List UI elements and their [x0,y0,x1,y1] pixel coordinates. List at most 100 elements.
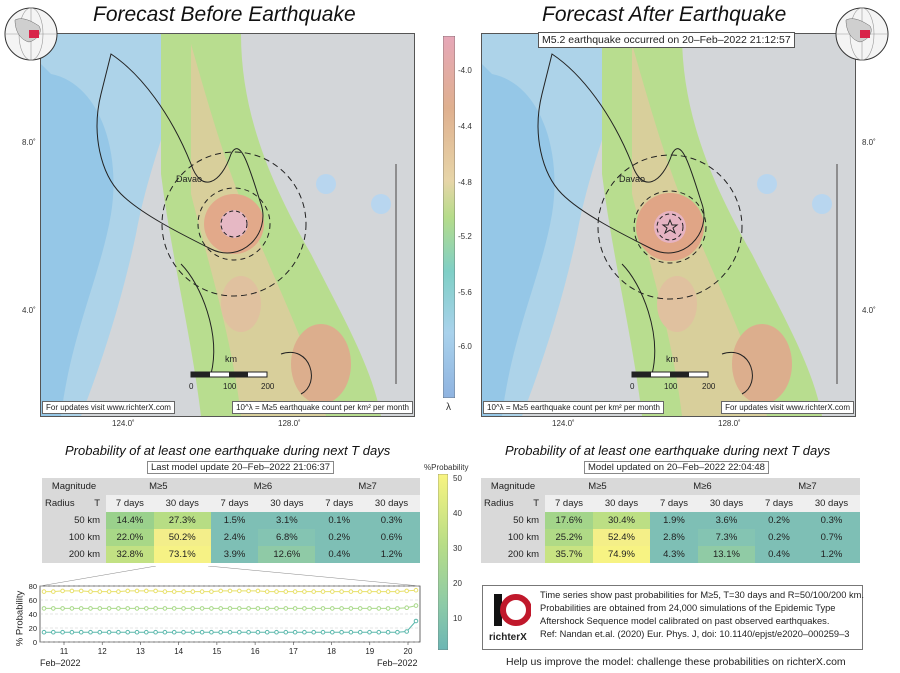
left-city-label: Davao [176,174,203,184]
series-point [311,606,317,611]
series-point [283,629,289,635]
prob-cell: 7.3% [697,529,755,546]
right-forecast-map[interactable]: Davao km 0 100 200 10^λ = M≥5 earthquake… [481,33,856,417]
left-table-title: Probability of at least one earthquake d… [65,443,391,458]
prob-cell: 0.6% [363,529,420,546]
series-point [134,588,140,594]
series-point [199,606,205,611]
radius-cell: 100 km [42,529,106,546]
prob-cell: 1.5% [210,512,259,529]
prob-cell: 25.2% [545,529,593,546]
series-point [190,606,196,611]
series-point [116,629,121,635]
prob-cell: 6.8% [258,529,316,546]
series-point [330,606,335,611]
period-cell: 7 days [754,495,803,512]
series-point [51,629,56,635]
series-point [339,629,344,635]
prob-cell: 30.4% [592,512,650,529]
series-point [413,618,419,624]
series-point [274,606,279,611]
series-point [227,606,233,611]
series-point [41,606,47,611]
series-point [106,629,112,635]
right-scale-unit: km [666,354,678,364]
period-cell: 30 days [363,495,420,512]
prob-cell: 0.2% [754,529,803,546]
right-map-title: Forecast After Earthquake [542,3,787,26]
left-lat-4: 4.0˚ [22,306,36,315]
prob-cell: 1.9% [649,512,698,529]
right-footer-url: For updates visit www.richterX.com [721,401,854,414]
series-point [311,629,317,635]
series-point [413,587,419,593]
prob-cell: 52.4% [592,529,650,546]
series-point [125,588,130,594]
right-lon-124: 124.0˚ [552,419,575,428]
period-cell: 7 days [545,495,593,512]
right-model-update: Model updated on 20–Feb–2022 22:04:48 [584,461,769,474]
prob-cell: 0.2% [754,512,803,529]
series-point [88,606,93,611]
series-point [41,629,47,635]
table-row: 100 km 25.2% 52.4% 2.8% 7.3% 0.2% 0.7% [481,529,860,546]
series-point [274,629,279,635]
x-tick-label: 13 [136,647,145,656]
radius-t-header: Radius T [42,495,106,512]
series-point [181,606,186,611]
series-point [88,629,93,635]
series-point [60,606,65,611]
series-point [274,589,279,594]
x-tick-label: 11 [60,647,69,656]
prob-tick-10: 10 [453,614,462,623]
series-point [144,606,149,611]
left-map-canvas [41,34,414,416]
series-point [283,589,289,594]
right-scale-tick-100: 100 [664,382,678,391]
series-point [339,606,344,611]
series-point [78,588,84,594]
series-point [320,589,326,594]
series-point [255,606,261,611]
prob-colorbar-label: %Probability [424,463,469,472]
left-lon-128: 128.0˚ [278,419,301,428]
mag-col-m6: M≥6 [649,478,755,495]
y-tick-label: 60 [29,596,37,605]
prob-cell: 74.9% [592,546,650,563]
series-point [255,588,261,594]
series-point [88,589,93,594]
x-tick-label: 14 [174,647,183,656]
radius-cell: 200 km [481,546,545,563]
series-point [60,588,65,594]
series-point [60,629,65,635]
info-line: Probabilities are obtained from 24,000 s… [540,603,836,613]
lambda-tick-2: -4.4 [458,122,472,131]
prob-cell: 73.1% [153,546,211,563]
series-point [292,589,298,594]
series-point [339,589,344,594]
series-point [116,589,121,594]
prob-tick-30: 30 [453,544,462,553]
x-tick-label: 16 [251,647,260,656]
period-cell: 7 days [315,495,364,512]
series-point [255,629,261,635]
series-point [264,606,270,611]
help-link[interactable]: Help us improve the model: challenge the… [506,656,846,668]
prob-cell: 2.8% [649,529,698,546]
series-point [51,589,56,594]
radius-cell: 50 km [481,512,545,529]
series-point [199,629,205,635]
period-cell: 30 days [153,495,211,512]
prob-cell: 12.6% [258,546,316,563]
series-point [190,589,196,594]
right-table-title: Probability of at least one earthquake d… [505,443,831,458]
series-point [237,588,242,594]
prob-cell: 27.3% [153,512,211,529]
series-point [218,588,223,594]
left-forecast-map[interactable]: Davao km 0 100 200 For updates visit www… [40,33,415,417]
series-point [320,629,326,635]
series-point [153,629,158,635]
prob-tick-50: 50 [453,474,462,483]
connector-line [39,566,157,587]
series-point [348,629,354,635]
